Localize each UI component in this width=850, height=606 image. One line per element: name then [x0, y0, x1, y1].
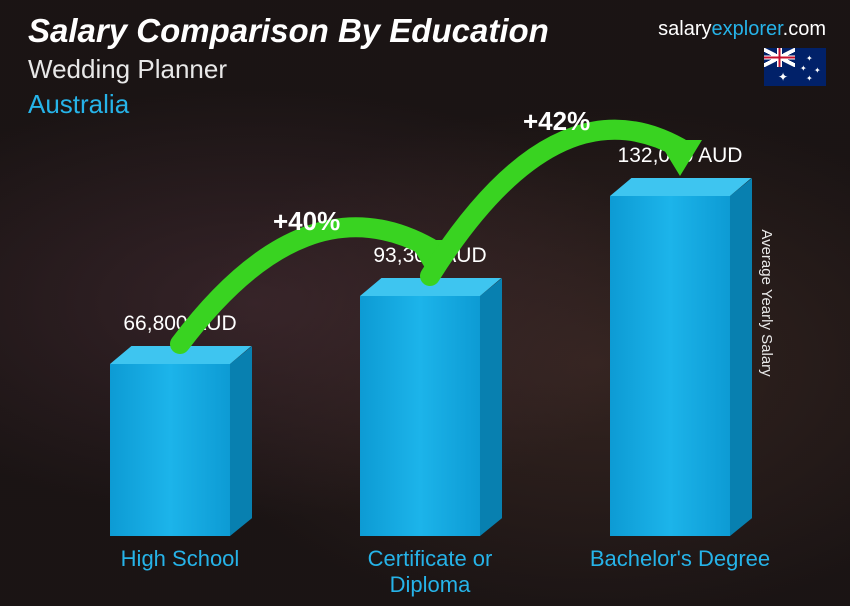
x-axis: High School Certificate or Diploma Bachelo… — [60, 538, 780, 598]
delta-label-1: +42% — [523, 106, 590, 137]
category-label-2: Bachelor's Degree — [580, 546, 780, 572]
brand-suffix: .com — [783, 18, 826, 40]
job-title: Wedding Planner — [28, 54, 830, 85]
salary-bar-chart: 66,800 AUD93,300 AUD132,000 AUD+40%+42% — [60, 136, 780, 536]
category-label-0: High School — [80, 546, 280, 572]
brand-mid: explorer — [712, 18, 783, 40]
category-label-1: Certificate or Diploma — [330, 546, 530, 599]
australia-flag-icon: ✦ ✦ ✦ ✦ ✦ — [764, 48, 826, 86]
brand-logo: salaryexplorer.com — [658, 18, 826, 41]
country-label: Australia — [28, 89, 830, 120]
brand-prefix: salary — [658, 18, 711, 40]
increase-arrow-1 — [60, 136, 780, 536]
